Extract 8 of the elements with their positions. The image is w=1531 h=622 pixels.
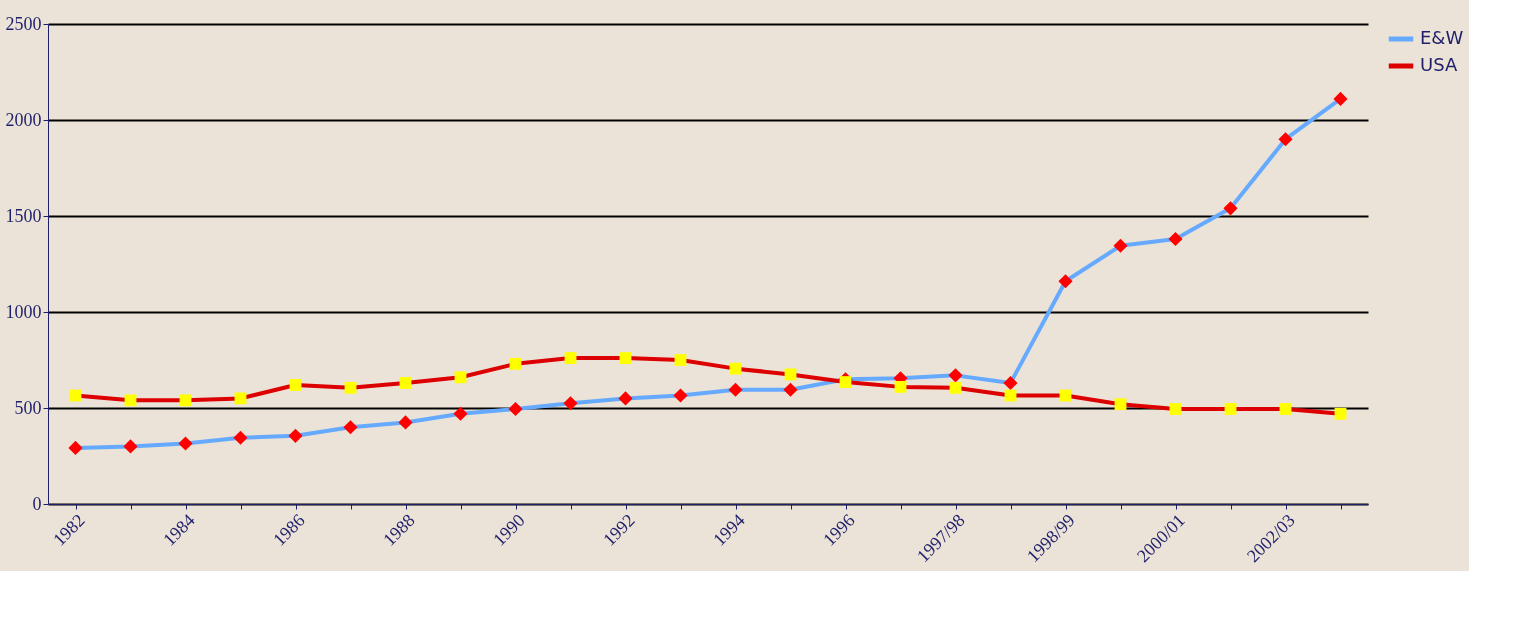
y-tick-label: 1000 [5,301,42,322]
y-tick-label: 0 [32,493,42,514]
legend-label: E&W [1420,27,1464,48]
y-tick-label: 1500 [5,205,42,226]
y-tick-label: 2000 [5,109,42,130]
y-tick-label: 2500 [5,13,42,34]
y-tick-label: 500 [14,397,42,418]
legend-label: USA [1420,54,1458,75]
